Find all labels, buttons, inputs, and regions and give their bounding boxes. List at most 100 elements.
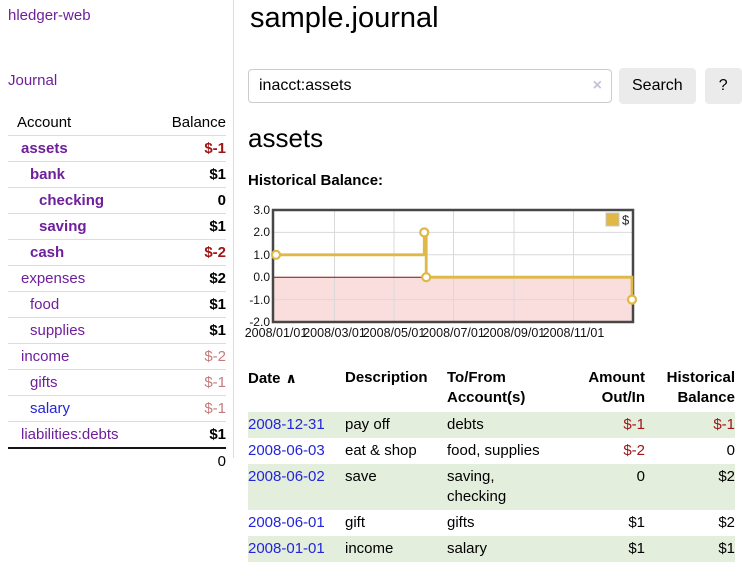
y-tick-label: 0.0: [253, 270, 270, 285]
register-row: 2008-06-03 eat & shop food, supplies $-2…: [248, 438, 735, 464]
brand-link[interactable]: hledger-web: [8, 7, 91, 24]
plot-border: [271, 208, 635, 324]
chart-canvas: $: [270, 208, 638, 324]
y-tick-label: 1.0: [253, 247, 270, 262]
x-tick-label: 2008/07/01: [422, 326, 485, 340]
historical-balance-chart: $ 3.0 2.0 1.0 0.0 -1.0 -2.0 2008/01/01 2008/03/…: [240, 203, 742, 348]
help-button[interactable]: ?: [704, 68, 742, 104]
sidebar-account-balance: $-2: [204, 244, 226, 261]
sidebar-account-balance: $-1: [204, 374, 226, 391]
register-balance: $2: [718, 468, 735, 485]
x-tick-label: 2008/11/01: [542, 326, 605, 340]
sidebar-item-journal[interactable]: Journal: [8, 72, 58, 89]
legend-label: $: [622, 213, 630, 228]
register-amount: $-1: [623, 416, 645, 433]
sidebar-account-row: liabilities:debts $1: [8, 421, 226, 449]
accounts-table: Account Balance assets $-1 bank $1 check…: [8, 110, 226, 474]
sidebar-account-row: food $1: [8, 291, 226, 318]
search-input[interactable]: [248, 69, 612, 103]
sort-asc-icon: ∧: [285, 370, 297, 386]
sidebar-account-link[interactable]: expenses: [21, 270, 86, 287]
sidebar-account-link[interactable]: gifts: [30, 374, 58, 391]
register-accounts: debts: [447, 416, 484, 433]
data-point-marker: [626, 294, 638, 305]
sidebar-account-balance: $-1: [204, 140, 226, 157]
y-tick-label: -2.0: [249, 315, 270, 329]
register-description: pay off: [345, 416, 390, 433]
register-balance: 0: [726, 442, 735, 459]
sidebar-account-row: saving $1: [8, 213, 226, 240]
sidebar-account-link[interactable]: cash: [30, 244, 65, 261]
accounts-header-account: Account: [8, 110, 155, 136]
x-tick-label: 2008/01/01: [244, 326, 308, 340]
data-point-marker: [419, 227, 430, 238]
chart-title: Historical Balance:: [248, 172, 384, 189]
register-accounts: food, supplies: [447, 442, 540, 459]
sidebar-account-balance: $-1: [204, 400, 226, 417]
y-tick-label: 3.0: [253, 203, 270, 217]
sidebar-account-link[interactable]: income: [21, 348, 70, 365]
register-accounts: saving, checking: [447, 468, 507, 505]
register-balance: $1: [718, 540, 735, 557]
register-description: eat & shop: [345, 442, 417, 459]
register-description: gift: [345, 514, 366, 531]
sidebar-account-row: salary $-1: [8, 395, 226, 422]
data-point-marker: [421, 272, 432, 283]
search-button[interactable]: Search: [619, 68, 696, 104]
sidebar-account-balance: 0: [217, 192, 226, 209]
register-amount: $-2: [623, 442, 645, 459]
sidebar-account-link[interactable]: saving: [39, 218, 87, 235]
register-header-description: Description: [345, 369, 428, 386]
register-date-link[interactable]: 2008-06-03: [248, 442, 325, 459]
sidebar-account-link[interactable]: salary: [30, 400, 71, 417]
x-tick-label: 2008/05/01: [362, 326, 426, 340]
sidebar-account-balance: $1: [209, 166, 226, 183]
sidebar-account-row: checking 0: [8, 187, 226, 214]
register-header-row: Date ∧ Description To/From Account(s) Amo…: [248, 356, 735, 412]
x-tick-label: 2008/03/01: [303, 326, 366, 340]
sidebar-account-row: supplies $1: [8, 317, 226, 344]
sidebar-account-row: assets $-1: [8, 136, 226, 162]
register-amount: $1: [628, 540, 645, 557]
y-tick-label: 2.0: [253, 225, 270, 240]
sidebar-account-balance: $1: [209, 426, 226, 443]
register-header-balance: Historical Balance: [666, 369, 735, 406]
sidebar: hledger-web Journal Account Balance asse…: [0, 0, 234, 474]
y-tick-label: -1.0: [249, 292, 270, 307]
clear-search-icon[interactable]: ×: [592, 77, 602, 94]
sidebar-account-link[interactable]: assets: [21, 140, 68, 157]
register-balance: $-1: [713, 416, 735, 433]
sidebar-account-row: cash $-2: [8, 239, 226, 266]
register-accounts: gifts: [447, 514, 475, 531]
data-point-marker: [270, 249, 282, 260]
register-row: 2008-01-01 income salary $1 $1: [248, 536, 735, 562]
sidebar-account-balance: $1: [209, 322, 226, 339]
sidebar-account-balance: $-2: [204, 348, 226, 365]
register-date-link[interactable]: 2008-01-01: [248, 540, 325, 557]
register-description: income: [345, 540, 394, 557]
register-header-accounts: To/From Account(s): [447, 369, 526, 406]
sidebar-account-link[interactable]: food: [30, 296, 60, 313]
sidebar-account-link[interactable]: supplies: [30, 322, 86, 339]
register-date-link[interactable]: 2008-06-02: [248, 468, 325, 485]
sidebar-account-row: bank $1: [8, 161, 226, 188]
register-amount: $1: [628, 514, 645, 531]
x-tick-label: 2008/09/01: [482, 326, 546, 340]
register-amount: 0: [636, 468, 645, 485]
register-date-link[interactable]: 2008-06-01: [248, 514, 325, 531]
sidebar-account-link[interactable]: liabilities:debts: [21, 426, 119, 443]
search-bar: × Search ?: [248, 68, 742, 104]
sidebar-account-link[interactable]: bank: [30, 166, 66, 183]
register-table: Date ∧ Description To/From Account(s) Amo…: [248, 356, 735, 562]
register-balance: $2: [718, 514, 735, 531]
register-row: 2008-06-02 save saving, checking 0 $2: [248, 464, 735, 510]
account-page-title: assets: [248, 123, 324, 153]
register-date-link[interactable]: 2008-12-31: [248, 416, 325, 433]
sidebar-account-balance: $2: [209, 270, 226, 287]
page-title: sample.journal: [250, 2, 439, 34]
register-row: 2008-06-01 gift gifts $1 $2: [248, 510, 735, 536]
sidebar-account-link[interactable]: checking: [39, 192, 105, 209]
register-description: save: [345, 468, 377, 485]
register-header-amount: Amount Out/In: [588, 369, 645, 406]
sidebar-account-balance: $1: [209, 218, 226, 235]
